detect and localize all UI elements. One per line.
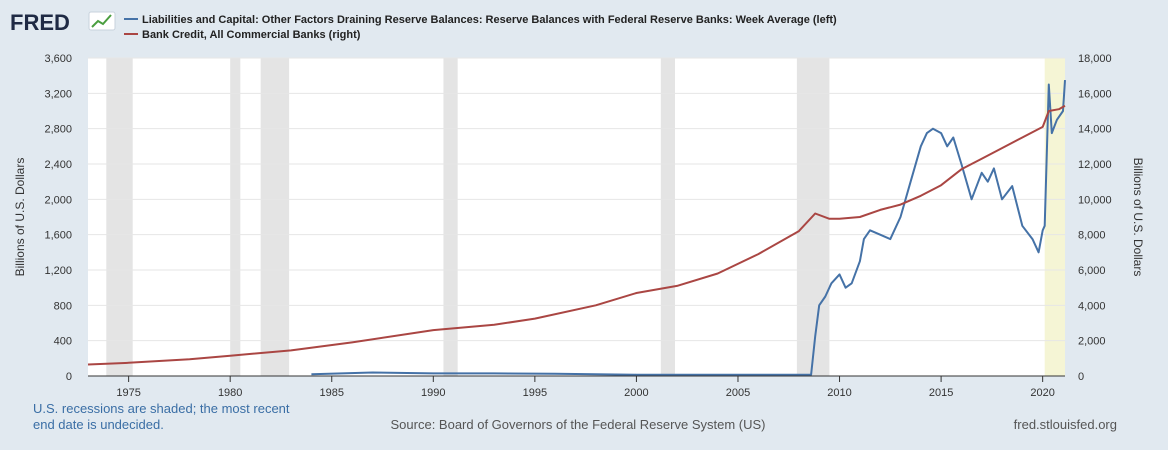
recession-note-line1: U.S. recessions are shaded; the most rec… bbox=[33, 401, 290, 416]
right-tick-label: 18,000 bbox=[1078, 53, 1112, 65]
gridlines bbox=[88, 57, 1065, 342]
series-line-reserve-balances bbox=[311, 80, 1066, 376]
right-tick-label: 0 bbox=[1078, 371, 1084, 383]
right-tick-label: 6,000 bbox=[1078, 265, 1106, 277]
right-axis-title: Billions of U.S. Dollars bbox=[1131, 158, 1145, 277]
left-tick-label: 2,400 bbox=[44, 159, 72, 171]
x-tick-label: 2020 bbox=[1030, 387, 1054, 399]
left-axis-title: Billions of U.S. Dollars bbox=[13, 158, 27, 277]
recession-band bbox=[106, 58, 133, 376]
left-tick-label: 800 bbox=[54, 300, 72, 312]
x-tick-label: 1990 bbox=[421, 387, 445, 399]
right-tick-label: 8,000 bbox=[1078, 230, 1106, 242]
recession-band bbox=[230, 58, 241, 376]
right-tick-label: 2,000 bbox=[1078, 336, 1106, 348]
fred-line-chart-icon bbox=[88, 11, 116, 31]
x-axis-ticks: 1975 1980 1985 1990 1995 2000 2005 2010 2015 2020 bbox=[116, 376, 1055, 399]
x-tick-label: 2015 bbox=[929, 387, 953, 399]
recession-band bbox=[1044, 58, 1065, 376]
left-axis-ticks: 0 400 800 1,200 1,600 2,000 2,400 2,800 3,200 3,6… bbox=[44, 53, 72, 383]
legend-label-reserve-balances: Liabilities and Capital: Other Factors D… bbox=[142, 14, 837, 26]
x-tick-label: 2005 bbox=[726, 387, 750, 399]
x-tick-label: 1995 bbox=[523, 387, 547, 399]
legend-label-bank-credit: Bank Credit, All Commercial Banks (right… bbox=[142, 29, 361, 41]
recession-band bbox=[443, 58, 458, 376]
left-tick-label: 2,800 bbox=[44, 124, 72, 136]
right-tick-label: 10,000 bbox=[1078, 194, 1112, 206]
x-tick-label: 1985 bbox=[320, 387, 344, 399]
left-tick-label: 1,200 bbox=[44, 265, 72, 277]
right-tick-label: 4,000 bbox=[1078, 300, 1106, 312]
left-tick-label: 3,200 bbox=[44, 88, 72, 100]
left-tick-label: 400 bbox=[54, 336, 72, 348]
series-line-bank-credit bbox=[87, 104, 1066, 366]
recession-shading bbox=[106, 58, 1065, 376]
x-tick-label: 1980 bbox=[218, 387, 242, 399]
fred-logo[interactable]: FRED bbox=[10, 10, 70, 35]
plot-background bbox=[88, 58, 1065, 376]
x-tick-label: 2010 bbox=[827, 387, 851, 399]
left-tick-label: 1,600 bbox=[44, 230, 72, 242]
left-tick-label: 3,600 bbox=[44, 53, 72, 65]
series-lines bbox=[87, 80, 1066, 376]
x-tick-label: 2000 bbox=[624, 387, 648, 399]
recession-band bbox=[260, 58, 290, 376]
legend: Liabilities and Capital: Other Factors D… bbox=[124, 14, 837, 41]
right-tick-label: 12,000 bbox=[1078, 159, 1112, 171]
site-link[interactable]: fred.stlouisfed.org bbox=[1014, 417, 1117, 432]
right-axis-ticks: 0 2,000 4,000 6,000 8,000 10,000 12,000 14,000 1… bbox=[1078, 53, 1112, 383]
left-tick-label: 0 bbox=[66, 371, 72, 383]
recession-note-line2: end date is undecided. bbox=[33, 417, 164, 432]
right-tick-label: 14,000 bbox=[1078, 124, 1112, 136]
recession-band bbox=[660, 58, 676, 376]
right-tick-label: 16,000 bbox=[1078, 88, 1112, 100]
left-tick-label: 2,000 bbox=[44, 194, 72, 206]
x-tick-label: 1975 bbox=[116, 387, 140, 399]
source-note: Source: Board of Governors of the Federa… bbox=[391, 417, 766, 432]
